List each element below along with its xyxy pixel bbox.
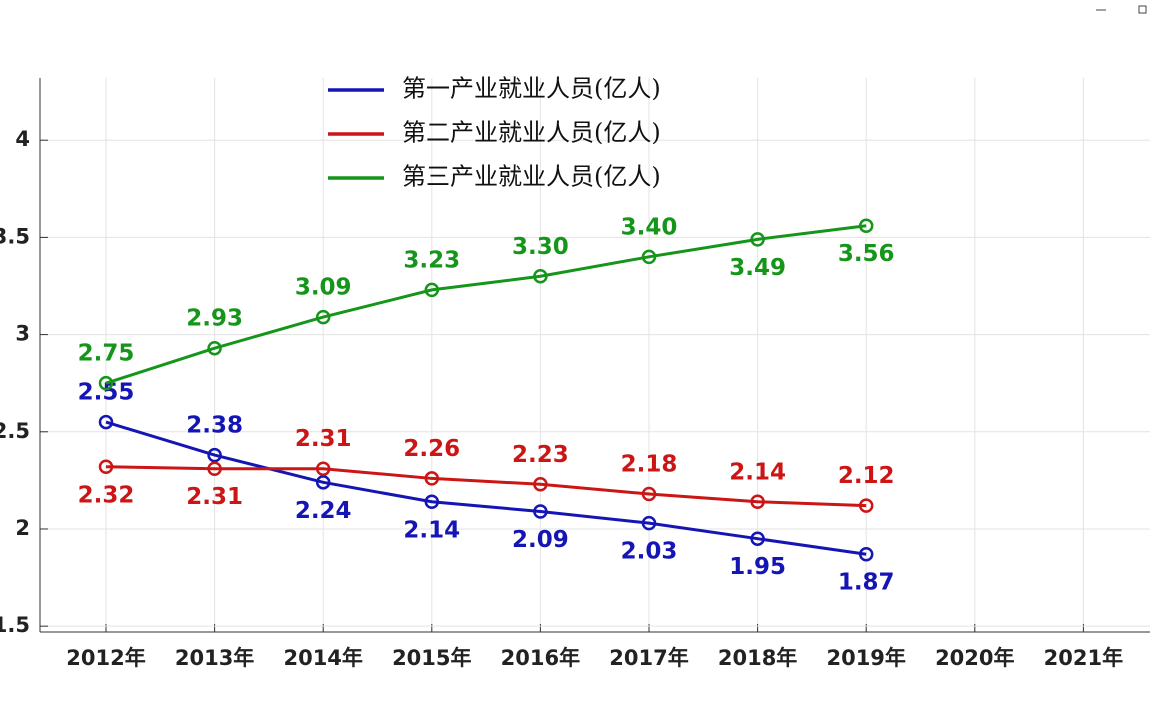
- data-label: 2.55: [78, 380, 135, 406]
- data-label: 2.03: [621, 539, 678, 565]
- data-point: [315, 461, 331, 476]
- x-tick-label: 2018年: [718, 646, 797, 670]
- data-label: 2.18: [621, 451, 678, 477]
- data-label: 1.87: [838, 570, 895, 596]
- data-label: 2.31: [295, 426, 352, 452]
- data-label: 1.95: [729, 554, 786, 580]
- legend-label: 第三产业就业人员(亿人): [402, 163, 661, 191]
- data-point: [424, 494, 440, 510]
- y-tick-label: 2.5: [0, 419, 30, 443]
- data-point: [533, 504, 548, 519]
- data-label: 2.32: [78, 482, 135, 508]
- series-line: [105, 420, 867, 556]
- restore-icon: [1138, 5, 1147, 14]
- y-tick-label: 4: [15, 127, 30, 151]
- data-point: [750, 232, 765, 247]
- x-tick-label: 2020年: [935, 646, 1014, 670]
- data-label: 2.75: [78, 341, 135, 367]
- x-tick-label: 2017年: [609, 646, 688, 670]
- data-point: [98, 459, 114, 475]
- data-point: [641, 249, 657, 265]
- y-tick-label: 1.5: [0, 613, 30, 637]
- data-label: 3.56: [838, 241, 895, 267]
- x-tick-label: 2019年: [826, 646, 905, 670]
- legend-label: 第二产业就业人员(亿人): [402, 119, 661, 147]
- data-label: 3.40: [621, 214, 678, 240]
- data-point: [207, 340, 222, 356]
- data-point: [750, 494, 765, 510]
- data-label: 2.26: [403, 436, 460, 462]
- series-line: [105, 224, 867, 385]
- data-point: [315, 309, 331, 325]
- data-point: [424, 471, 440, 486]
- window-controls: [1096, 5, 1147, 14]
- data-point: [750, 531, 765, 546]
- data-label: 2.38: [186, 413, 243, 439]
- series-line: [105, 465, 867, 508]
- data-label: 3.23: [403, 247, 460, 273]
- data-point: [207, 461, 222, 476]
- data-label: 2.09: [512, 527, 569, 553]
- data-label: 2.12: [838, 463, 895, 489]
- data-point: [641, 515, 657, 531]
- data-point: [858, 218, 874, 233]
- legend-label: 第一产业就业人员(亿人): [402, 75, 661, 103]
- x-tick-label: 2012年: [66, 646, 145, 670]
- data-point: [315, 475, 331, 490]
- y-tick-label: 3: [15, 322, 30, 346]
- x-tick-label: 2013年: [175, 646, 254, 670]
- data-point: [424, 282, 440, 298]
- data-point: [533, 269, 548, 284]
- data-label: 2.93: [186, 306, 243, 332]
- y-tick-label: 2: [15, 516, 30, 540]
- data-point: [207, 447, 222, 463]
- data-label: 3.30: [512, 234, 569, 260]
- data-point: [858, 546, 874, 562]
- y-tick-label: 3.5: [0, 224, 30, 248]
- data-point: [98, 414, 114, 430]
- data-label: 2.24: [295, 498, 352, 524]
- data-point: [641, 486, 657, 502]
- data-point: [858, 498, 874, 513]
- data-label: 3.49: [729, 255, 786, 281]
- data-point: [533, 477, 548, 492]
- x-tick-label: 2014年: [283, 646, 362, 670]
- x-tick-label: 2016年: [501, 646, 580, 670]
- data-label: 2.14: [403, 517, 460, 543]
- x-tick-label: 2021年: [1044, 646, 1123, 670]
- data-label: 2.31: [186, 484, 243, 510]
- x-tick-label: 2015年: [392, 646, 471, 670]
- data-label: 3.09: [295, 275, 352, 301]
- data-label: 2.14: [729, 459, 786, 485]
- data-point: [98, 375, 114, 391]
- data-label: 2.23: [512, 442, 569, 468]
